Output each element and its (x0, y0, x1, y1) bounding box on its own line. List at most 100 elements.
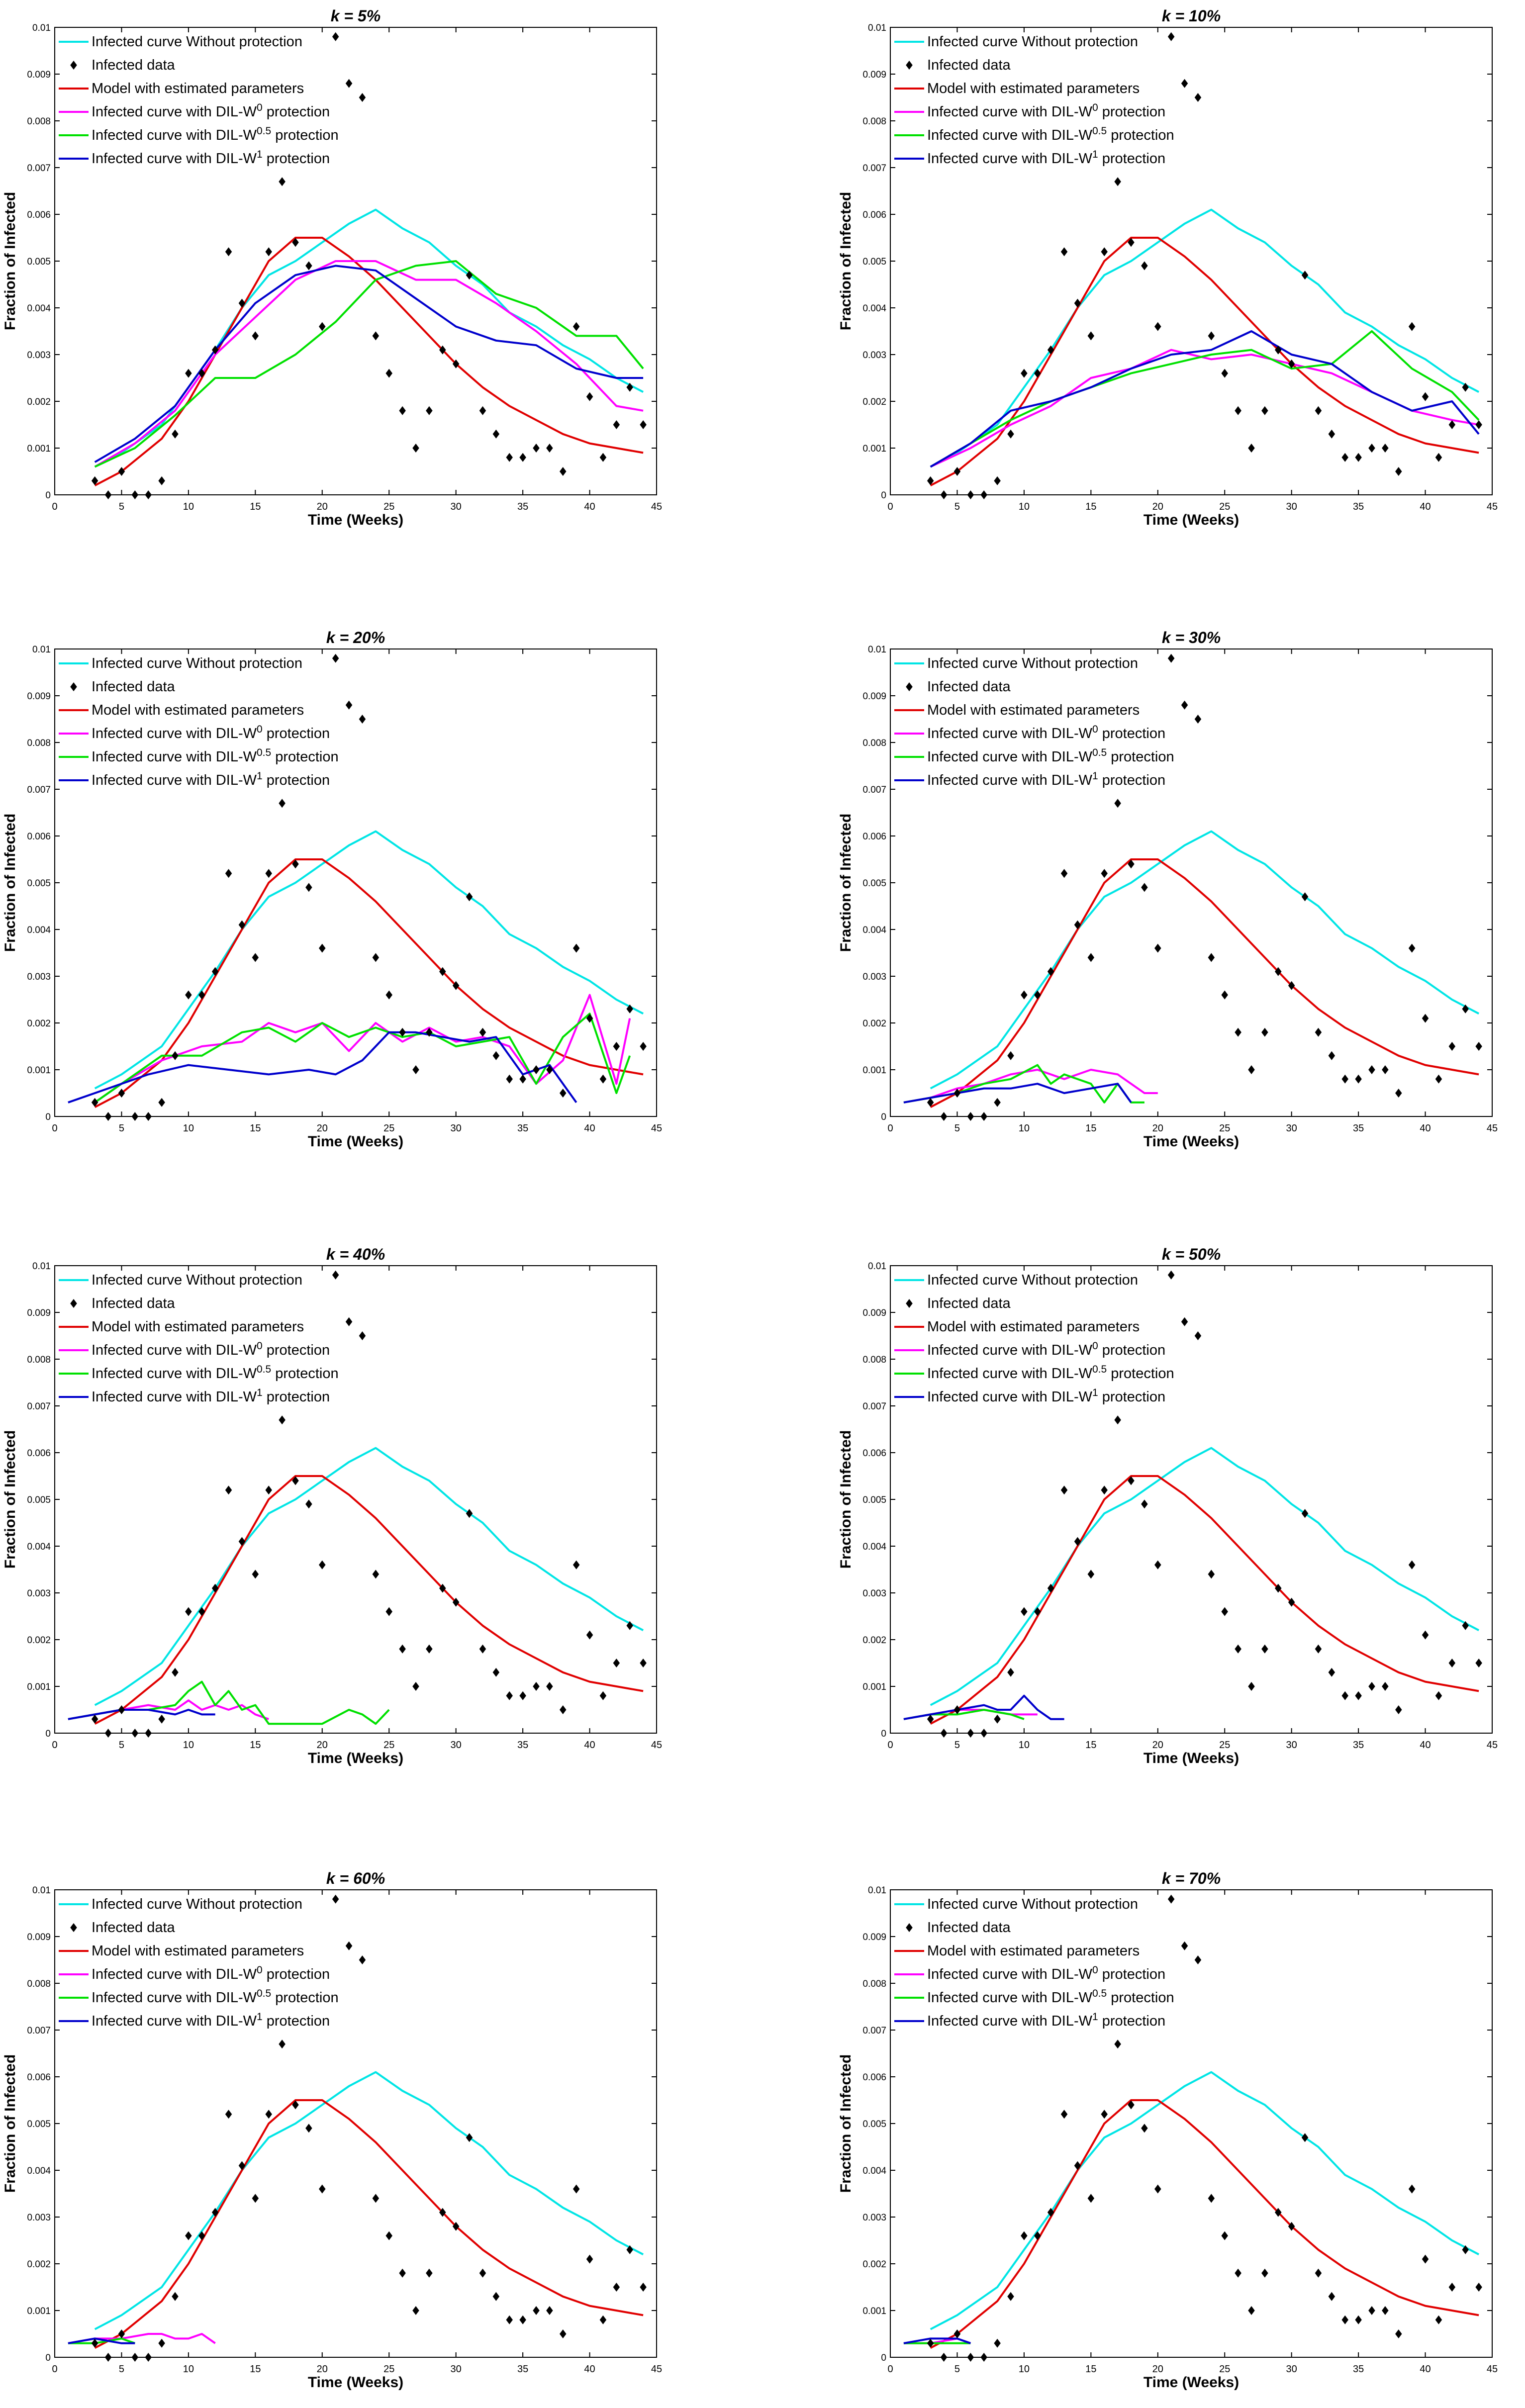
data-point (492, 1051, 500, 1060)
legend-label-no_protection: Infected curve Without protection (927, 1896, 1138, 1912)
data-point (198, 2231, 205, 2240)
legend-label-data: Infected data (92, 1296, 176, 1311)
data-point (1382, 1682, 1389, 1691)
data-point (1462, 1004, 1469, 1014)
data-point (492, 1667, 500, 1677)
series-line-no_protection (94, 830, 644, 1090)
x-tick-label: 10 (1019, 1740, 1030, 1751)
x-tick-label: 5 (119, 1123, 124, 1134)
data-point (1034, 1607, 1041, 1616)
data-point (927, 2338, 934, 2348)
x-tick-label: 0 (52, 501, 57, 512)
y-tick-label: 0.004 (862, 925, 886, 935)
data-point (927, 1714, 934, 1724)
data-point (1328, 429, 1335, 439)
data-point (211, 967, 219, 976)
data-point (533, 2306, 540, 2315)
data-point (91, 1098, 98, 1107)
data-point (953, 467, 961, 476)
data-point (279, 2039, 286, 2049)
data-point (1194, 93, 1202, 102)
legend-label-w05: Infected curve with DIL-W0.5 protection (927, 125, 1174, 144)
x-tick-label: 25 (1219, 501, 1230, 512)
series-line-w0 (68, 2333, 216, 2344)
x-tick-label: 45 (651, 501, 662, 512)
legend-swatch-data (906, 682, 913, 691)
data-point (492, 429, 500, 439)
series-line-no_protection (930, 208, 1480, 468)
data-point (1060, 869, 1068, 878)
data-point (519, 2315, 526, 2324)
legend-label-tail: protection (1107, 1990, 1174, 2006)
data-point (452, 1597, 460, 1607)
x-tick-label: 45 (1487, 1740, 1498, 1751)
series-line-w1 (94, 265, 644, 463)
legend-superscript: 1 (257, 770, 263, 782)
data-point (1341, 1074, 1348, 1084)
data-point (452, 359, 460, 369)
y-tick-label: 0.005 (862, 1495, 886, 1505)
x-tick-label: 5 (954, 2364, 960, 2375)
series-line-w1 (68, 2337, 135, 2344)
y-tick-label: 0.01 (868, 23, 886, 33)
x-axis-label: Time (Weeks) (1144, 512, 1239, 528)
data-point (1128, 2100, 1135, 2110)
data-point (1275, 1583, 1282, 1593)
data-point (1167, 1894, 1175, 1904)
data-point (399, 1644, 406, 1654)
data-point (466, 892, 473, 902)
legend-label-tail: protection (271, 127, 338, 143)
series-line-w1 (68, 1709, 215, 1720)
data-point (572, 943, 580, 953)
x-tick-label: 40 (584, 1123, 595, 1134)
legend-label-w05: Infected curve with DIL-W0.5 protection (92, 1988, 339, 2006)
legend-swatch-data (70, 1299, 77, 1308)
series-line-no_protection (94, 208, 644, 468)
data-point (1475, 420, 1482, 429)
data-point (1261, 406, 1268, 415)
legend-label-tail: protection (271, 749, 338, 765)
y-tick-label: 0.004 (27, 303, 51, 314)
data-point (1235, 2268, 1241, 2278)
data-point (586, 1014, 593, 1023)
chart-panel-1: 0 5 10 15 20 25 30 35 40 4500.0010.0020.0030.0040… (2, 7, 662, 528)
legend-label-model: Model with estimated parameters (927, 81, 1140, 96)
data-point (238, 920, 246, 929)
data-point (158, 1714, 165, 1724)
series-line-w1 (903, 1083, 1132, 1104)
data-point (479, 406, 486, 415)
data-point (1141, 1499, 1148, 1509)
data-point (640, 420, 647, 429)
series-line-model (930, 2099, 1479, 2349)
data-point (238, 1537, 246, 1546)
x-tick-label: 0 (887, 1740, 893, 1751)
legend-label-w05: Infected curve with DIL-W0.5 protection (92, 1364, 339, 1382)
data-point (145, 1729, 152, 1738)
data-point (1154, 1560, 1161, 1570)
x-tick-label: 15 (250, 2364, 261, 2375)
x-tick-label: 40 (584, 501, 595, 512)
y-tick-label: 0.001 (27, 1065, 51, 1076)
y-tick-label: 0.005 (862, 257, 886, 267)
data-point (439, 967, 446, 976)
legend-superscript: 0 (1092, 724, 1098, 735)
x-tick-label: 0 (887, 2364, 893, 2375)
y-tick-label: 0.008 (862, 738, 886, 748)
x-tick-label: 20 (1152, 1740, 1163, 1751)
legend-swatch-data (906, 1299, 913, 1308)
x-tick-label: 35 (517, 1123, 528, 1134)
data-point (506, 1074, 513, 1084)
legend-label-no_protection: Infected curve Without protection (92, 1896, 302, 1912)
legend-label-tail: protection (1107, 127, 1174, 143)
series-line-no_protection (94, 2071, 644, 2330)
data-point (1074, 1537, 1081, 1546)
legend-superscript: 0.5 (1092, 1364, 1107, 1375)
y-tick-label: 0.007 (27, 785, 51, 795)
data-point (91, 2338, 98, 2348)
x-tick-label: 20 (317, 2364, 328, 2375)
legend-label-no_protection: Infected curve Without protection (927, 1272, 1138, 1288)
data-point (1435, 453, 1442, 462)
data-point (1275, 2208, 1282, 2217)
y-tick-label: 0.01 (32, 23, 51, 33)
data-point (104, 1729, 112, 1738)
